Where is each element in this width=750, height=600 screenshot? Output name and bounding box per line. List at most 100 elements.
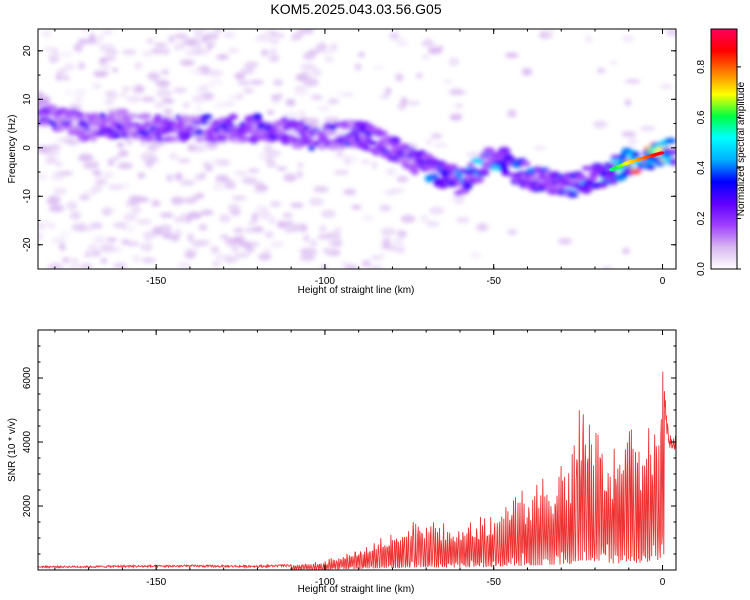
spectrogram-cell [255,205,268,214]
spectrogram-cell [106,237,117,243]
spectrogram-cell [137,172,146,179]
spectrogram-cell [223,101,236,107]
spectrogram-cell [433,143,448,148]
spectrogram-cell [160,68,170,76]
snr-y-ticks: 2000 4000 6000 [22,345,676,555]
spectrogram-cell [186,211,202,220]
spectrogram-cell [194,106,204,112]
spectrogram-cell [386,245,398,251]
spectrogram-cell [176,261,192,269]
spectrogram-cell [322,247,335,254]
spectrogram-cell [89,135,97,142]
spectrogram-x-axis-label: Height of straight line (km) [298,285,415,296]
snr-x-axis-label: Height of straight line (km) [298,584,415,595]
spectrogram-cell [148,142,158,151]
spectrogram-cell [407,100,421,106]
spectrogram-cell [94,178,107,186]
spectrogram-cell [141,257,156,263]
spectrogram-cell [302,52,316,60]
spectrogram-cell [237,80,251,86]
spectrogram-cell [228,113,238,121]
spectrogram-cell [38,232,44,241]
spectrogram-cell [264,231,274,238]
spectrogram-cell [308,49,321,54]
spectrogram-cell [180,213,187,220]
spectrogram-cell [601,266,613,269]
spectrogram-cell [567,191,579,198]
spectrogram-cell [640,125,656,132]
snr-marks [38,371,676,570]
spectrogram-cell [63,63,75,71]
spectrogram-cell [49,175,66,181]
spectrogram-cell [285,220,294,226]
spectrogram-cell [307,145,316,151]
spectrogram-cell [126,95,142,103]
spectrogram-cell [466,151,480,158]
spectrogram-cell [244,128,257,133]
spectrogram-cell [78,153,94,163]
spectrogram-cell [215,174,230,183]
spectrogram-cell [252,226,264,233]
spectrogram-cell [113,262,127,269]
spectrogram-cell [183,38,196,45]
spectrogram-cell [174,172,183,181]
spectrogram-cell [669,158,676,166]
spectrogram-cell [425,220,440,228]
spectrogram-cell [395,73,404,82]
spectrogram-cell [396,229,407,239]
spectrogram-cell [219,234,229,239]
spectrogram-cell [99,62,111,71]
spectrogram-cell [68,263,82,269]
spectrogram-cell [214,29,223,34]
spectrogram-cell [470,157,483,164]
y-tick-label: 2000 [22,494,33,517]
spectrogram-cell [621,131,637,137]
spectrogram-cell [131,254,142,263]
spectrogram-cell [57,107,69,113]
spectrogram-cell [451,195,467,203]
spectrogram-cell [176,122,185,130]
spectrogram-cell [529,174,540,181]
spectrogram-cell [267,216,277,225]
spectrogram-cell [198,223,208,231]
spectrogram-cell [61,75,71,81]
spectrogram-cell [48,204,65,213]
spectrogram-cell [595,165,606,171]
spectrogram-cell [179,59,195,66]
spectrogram-cell [57,69,67,74]
spectrogram-cell [333,170,350,175]
spectrogram-cell [610,60,617,65]
spectrogram-cell [379,130,388,136]
spectrogram-cell [191,240,207,247]
spectrogram-cell [139,112,152,120]
spectrogram-cell [282,124,292,131]
spectrogram-cell [234,72,246,80]
spectrogram-cell [270,241,284,248]
spectrogram-cell [467,162,475,168]
spectrogram-cell [201,35,209,43]
colorbar-tick-label: 0.0 [696,262,707,276]
spectrogram-x-ticks: -150 -100 -50 0 [54,29,666,287]
spectrogram-cell [303,77,319,87]
spectrogram-cell [507,229,518,236]
spectrogram-cell [581,166,593,171]
spectrogram-cell [286,98,295,104]
spectrogram-cell [389,31,400,40]
spectrogram-cell [152,77,160,83]
spectrogram-cell [668,148,676,155]
x-tick-label: -150 [146,276,166,287]
spectrogram-cell [47,262,63,269]
spectrogram-cell [118,149,129,157]
spectrogram-cell [302,247,318,257]
spectrogram-cell [380,227,397,236]
spectrogram-cell [309,239,318,248]
colorbar-label: Normalized spectral amplitude [736,81,747,216]
spectrogram-cell [310,94,323,100]
spectrogram-cell [47,144,62,150]
spectrogram-cell [372,127,383,134]
spectrogram-cell [50,237,67,244]
colorbar-ticks: 0.0 0.2 0.4 0.6 0.8 [696,60,741,276]
spectrogram-cell [97,34,104,41]
spectrogram-cell [100,258,108,264]
spectrogram-cell [216,134,228,142]
